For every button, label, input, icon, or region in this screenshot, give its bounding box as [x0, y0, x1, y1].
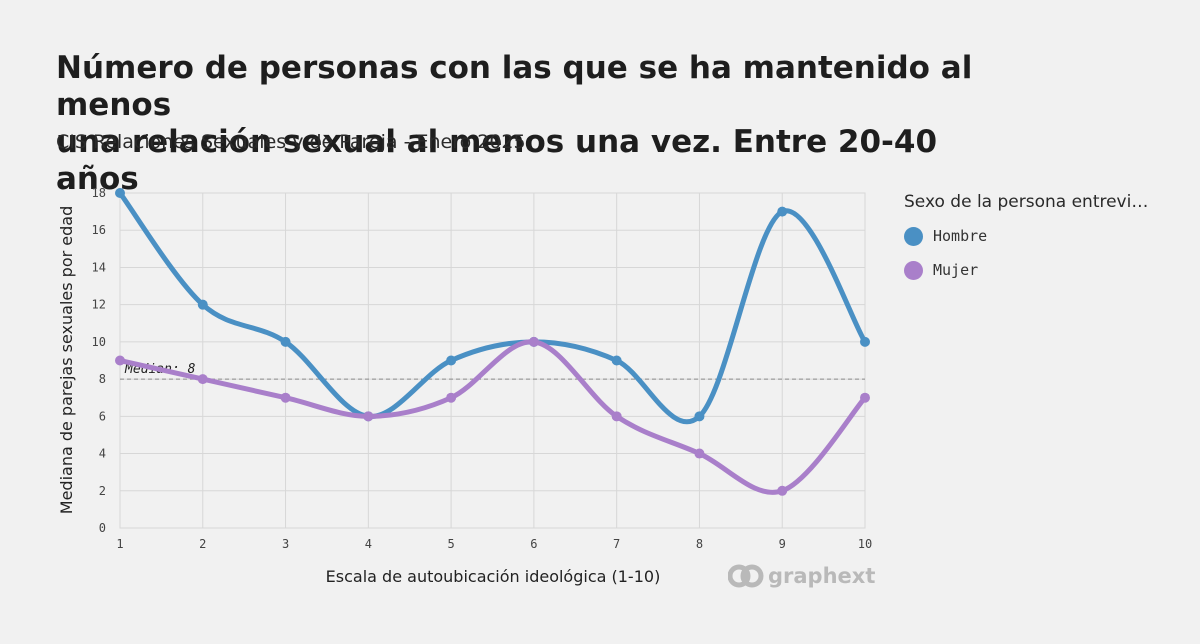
- x-tick-label: 1: [116, 537, 123, 551]
- data-point-mujer[interactable]: [446, 392, 457, 403]
- chart-title-line-2: una relación sexual al menos una vez. En…: [56, 124, 938, 197]
- chart-subtitle: CIS Relaciones Sexuales y de Pareja - En…: [56, 131, 526, 153]
- data-point-hombre[interactable]: [611, 355, 622, 366]
- y-tick-label: 2: [99, 484, 106, 498]
- graphext-logo-icon: [728, 564, 764, 588]
- x-tick-label: 6: [530, 537, 537, 551]
- chart-series-group: [115, 188, 870, 496]
- data-point-mujer[interactable]: [280, 392, 291, 403]
- x-tick-label: 4: [365, 537, 372, 551]
- x-tick-label: 10: [858, 537, 872, 551]
- data-point-hombre[interactable]: [197, 299, 208, 310]
- series-line-mujer: [117, 339, 868, 495]
- data-point-hombre[interactable]: [280, 336, 291, 347]
- legend-swatch-hombre: [904, 226, 923, 246]
- chart-grid: [119, 192, 866, 529]
- data-point-mujer[interactable]: [197, 374, 208, 385]
- x-tick-label: 3: [282, 537, 289, 551]
- x-tick-label: 8: [696, 537, 703, 551]
- graphext-logo: graphext: [728, 564, 875, 588]
- plot-frame: [119, 192, 866, 529]
- y-tick-label: 16: [92, 223, 106, 237]
- data-point-mujer[interactable]: [363, 411, 374, 422]
- y-tick-label: 6: [99, 409, 106, 423]
- legend-swatch-mujer: [904, 260, 923, 280]
- data-point-hombre[interactable]: [694, 411, 705, 422]
- y-tick-label: 12: [92, 298, 106, 312]
- legend-label-hombre: Hombre: [933, 227, 988, 245]
- chart-title: Número de personas con las que se ha man…: [56, 50, 1016, 198]
- y-tick-label: 0: [99, 521, 106, 535]
- data-point-hombre[interactable]: [446, 355, 457, 366]
- data-point-hombre[interactable]: [777, 206, 788, 217]
- y-tick-label: 10: [92, 335, 106, 349]
- legend-label-mujer: Mujer: [933, 261, 979, 279]
- y-tick-label: 8: [99, 372, 106, 386]
- y-axis-label: Mediana de parejas sexuales por edad: [57, 206, 76, 514]
- data-point-mujer[interactable]: [694, 448, 705, 459]
- x-tick-label: 2: [199, 537, 206, 551]
- x-tick-label: 7: [613, 537, 620, 551]
- data-point-mujer[interactable]: [528, 336, 539, 347]
- x-axis-label: Escala de autoubicación ideológica (1-10…: [326, 567, 661, 586]
- legend-item-mujer[interactable]: Mujer: [904, 260, 1184, 280]
- data-point-mujer[interactable]: [860, 392, 870, 403]
- chart-title-line-1: Número de personas con las que se ha man…: [56, 50, 973, 123]
- x-tick-label: 5: [447, 537, 454, 551]
- data-point-hombre[interactable]: [115, 188, 125, 198]
- y-tick-label: 18: [92, 186, 106, 200]
- y-tick-label: 14: [92, 260, 106, 274]
- data-point-hombre[interactable]: [860, 336, 870, 347]
- data-point-mujer[interactable]: [115, 355, 125, 366]
- legend-item-hombre[interactable]: Hombre: [904, 226, 1184, 246]
- data-point-mujer[interactable]: [611, 411, 622, 422]
- data-point-mujer[interactable]: [777, 485, 788, 496]
- x-tick-label: 9: [779, 537, 786, 551]
- legend-title: Sexo de la persona entrevi…: [904, 192, 1149, 212]
- y-tick-label: 4: [99, 447, 106, 461]
- logo-text: graphext: [768, 564, 876, 588]
- legend: Sexo de la persona entrevi… Hombre Mujer: [904, 192, 1184, 280]
